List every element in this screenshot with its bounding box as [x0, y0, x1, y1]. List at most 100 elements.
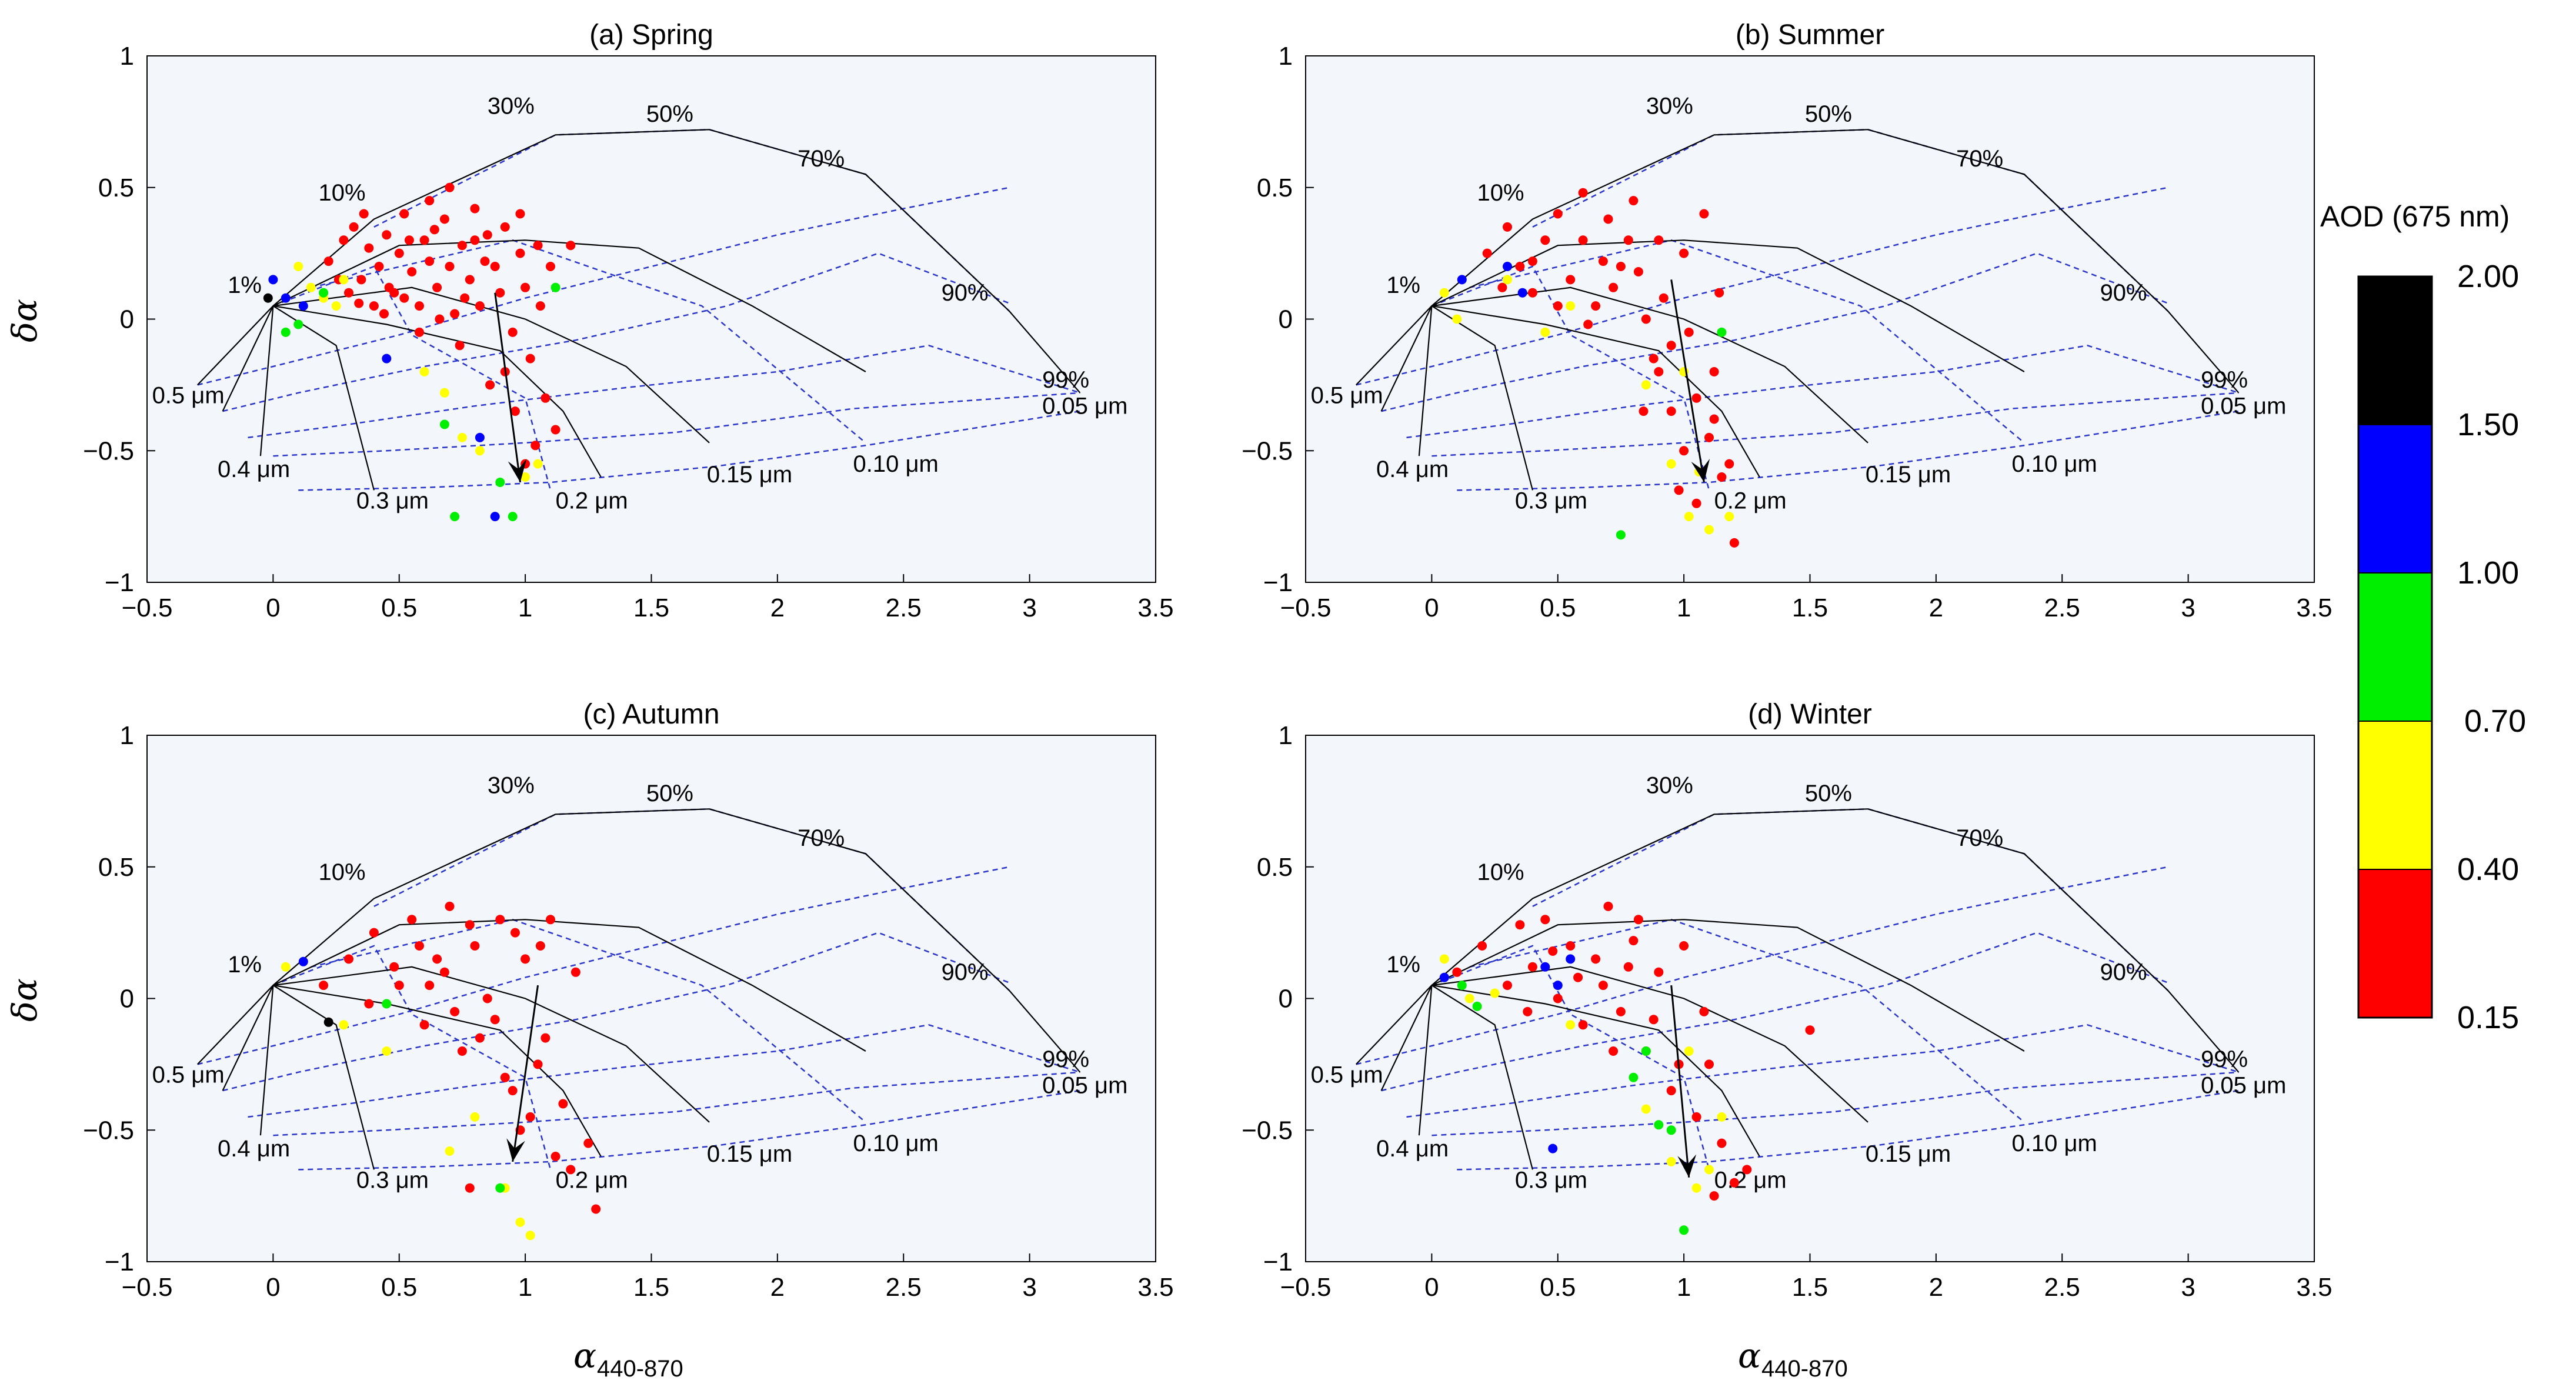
trend-arrow-shaft — [1670, 279, 1705, 483]
x-tick-label: 1.5 — [1792, 594, 1828, 622]
fraction-label: 99% — [2201, 1046, 2248, 1072]
scatter-point-red — [1679, 446, 1689, 456]
scatter-point-red — [1573, 972, 1583, 982]
scatter-point-red — [415, 301, 424, 311]
scatter-point-yellow — [1684, 512, 1694, 522]
radius-curve — [1356, 186, 2168, 386]
scatter-point-green — [293, 319, 303, 329]
scatter-point-yellow — [457, 432, 467, 442]
scatter-point-red — [435, 314, 445, 324]
x-tick-label: 0 — [266, 1273, 280, 1302]
scatter-point-red — [482, 230, 492, 240]
scatter-point-blue — [1503, 262, 1512, 271]
scatter-point-red — [1452, 967, 1462, 977]
y-tick-label: 0 — [1279, 985, 1293, 1013]
scatter-point-yellow — [1666, 459, 1676, 469]
scatter-point-red — [457, 241, 467, 251]
scatter-point-red — [450, 1006, 460, 1016]
scatter-point-blue — [1457, 275, 1467, 285]
scatter-point-yellow — [475, 446, 485, 456]
scatter-point-red — [1666, 406, 1676, 416]
scatter-point-green — [495, 1183, 505, 1193]
colorbar-frame — [2357, 275, 2433, 1019]
scatter-point-red — [482, 993, 492, 1003]
radius-curve — [1457, 1089, 2239, 1171]
y-tick-label: 1 — [1279, 42, 1293, 71]
scatter-point-red — [1691, 393, 1701, 403]
plot-area — [1305, 55, 2315, 583]
scatter-point-red — [1699, 1006, 1709, 1016]
scatter-point-red — [1729, 1178, 1739, 1188]
fraction-label: 50% — [646, 781, 693, 806]
x-tick-label: −0.5 — [122, 1273, 173, 1302]
scatter-point-red — [546, 915, 555, 925]
y-tick-label: 1 — [1279, 721, 1293, 750]
scatter-point-yellow — [306, 282, 316, 292]
fraction-label: 90% — [2100, 959, 2147, 985]
scatter-point-red — [394, 981, 404, 991]
svg-text:440-870: 440-870 — [597, 1356, 683, 1382]
radius-label: 0.10 μm — [853, 451, 939, 477]
scatter-point-yellow — [533, 459, 543, 469]
fraction-curve — [1432, 966, 1868, 1123]
radius-curve — [1431, 265, 1710, 491]
fraction-label: 30% — [488, 772, 535, 798]
fraction-curve — [1356, 808, 2240, 1073]
scatter-point-red — [407, 267, 417, 276]
x-tick-label: 2.5 — [2044, 1273, 2080, 1302]
fraction-curve — [272, 919, 866, 1052]
fraction-label: 1% — [228, 952, 262, 978]
x-tick-label: 1 — [1677, 1273, 1691, 1302]
fraction-label: 10% — [319, 859, 366, 885]
scatter-point-yellow — [1684, 1046, 1694, 1056]
scatter-point-yellow — [445, 1146, 455, 1156]
scatter-point-yellow — [1566, 301, 1576, 311]
colorbar-label: 1.50 — [2457, 407, 2519, 442]
scatter-point-red — [1553, 301, 1563, 311]
scatter-point-blue — [1540, 962, 1550, 972]
scatter-point-red — [535, 301, 545, 311]
scatter-point-red — [508, 1086, 518, 1096]
radius-label: 0.4 μm — [1376, 456, 1449, 482]
x-tick-label: 0.5 — [1540, 594, 1576, 622]
y-tick-label: 0.5 — [1257, 174, 1293, 202]
scatter-point-red — [1616, 1006, 1626, 1016]
x-tick-label: 2.5 — [2044, 594, 2080, 622]
scatter-point-red — [1684, 327, 1694, 337]
radius-label: 0.5 μm — [152, 383, 225, 409]
radius-label: 0.5 μm — [152, 1062, 225, 1088]
colorbar-segment — [2358, 424, 2432, 574]
colorbar-label: 2.00 — [2457, 259, 2519, 294]
scatter-point-yellow — [1704, 1165, 1714, 1175]
scatter-point-red — [566, 1165, 576, 1175]
scatter-point-red — [1553, 993, 1563, 1003]
fraction-label: 70% — [1956, 146, 2003, 172]
scatter-point-blue — [1548, 1143, 1558, 1153]
trend-arrow-head — [1677, 1154, 1697, 1178]
scatter-point-yellow — [525, 1231, 535, 1241]
fraction-curve — [1431, 239, 2025, 372]
x-tick-label: 2 — [770, 594, 785, 622]
scatter-point-red — [1641, 314, 1651, 324]
scatter-point-red — [364, 243, 374, 253]
scatter-point-green — [1472, 1001, 1482, 1011]
scatter-point-yellow — [1439, 954, 1449, 964]
colorbar-segment — [2358, 721, 2432, 870]
scatter-point-red — [508, 327, 518, 337]
scatter-point-red — [1566, 941, 1576, 951]
y-tick-label: 0 — [120, 305, 134, 334]
scatter-point-red — [425, 196, 435, 206]
panel-1: −0.5 0 0.5 1 1.5 2 2.5 3 3.510.50−0.5−1(a) Sprin… — [83, 19, 1173, 622]
scatter-point-red — [485, 380, 495, 390]
scatter-point-red — [379, 309, 389, 319]
x-axis-label-right: α 440-870 — [1738, 1336, 1848, 1382]
radius-curve — [1469, 239, 2025, 444]
scatter-point-red — [470, 235, 480, 245]
scatter-point-blue — [1439, 972, 1449, 982]
fraction-curve — [273, 305, 602, 478]
colorbar-label: 0.40 — [2457, 852, 2519, 887]
scatter-point-red — [382, 230, 392, 240]
scatter-point-red — [550, 425, 560, 435]
scatter-point-red — [1709, 367, 1719, 376]
